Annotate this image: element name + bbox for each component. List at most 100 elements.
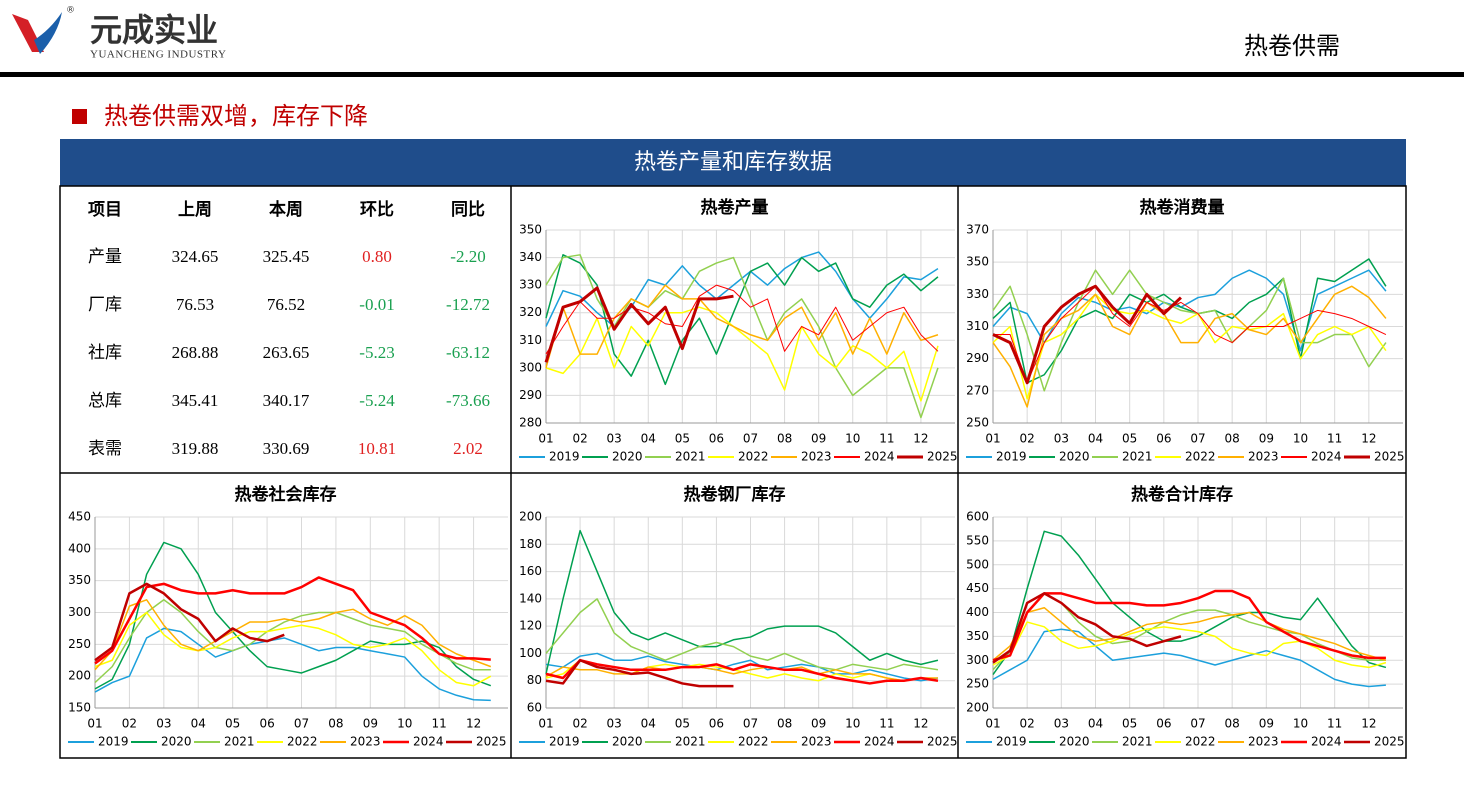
y-tick-label: 100 <box>519 646 542 660</box>
legend-label: 2020 <box>612 735 643 749</box>
x-tick-label: 12 <box>1361 432 1376 446</box>
legend-label: 2022 <box>738 735 769 749</box>
page-title: 热卷供需 <box>1244 32 1340 60</box>
y-tick-label: 250 <box>966 677 989 691</box>
y-tick-label: 270 <box>966 383 989 397</box>
x-tick-label: 07 <box>743 717 758 731</box>
x-tick-label: 11 <box>1327 432 1342 446</box>
y-tick-label: 120 <box>519 619 542 633</box>
series-line <box>992 530 1387 676</box>
table-cell: -5.24 <box>359 391 395 410</box>
y-tick-label: 500 <box>966 557 989 571</box>
table-cell: 0.80 <box>362 247 392 266</box>
x-tick-label: 09 <box>363 717 378 731</box>
x-tick-label: 06 <box>1156 717 1171 731</box>
y-tick-label: 400 <box>68 541 91 555</box>
frame <box>59 185 1407 759</box>
legend-label: 2023 <box>350 735 381 749</box>
x-tick-label: 01 <box>985 717 1000 731</box>
x-tick-label: 08 <box>777 717 792 731</box>
legend-label: 2024 <box>413 735 444 749</box>
x-tick-label: 05 <box>225 717 240 731</box>
x-tick-label: 02 <box>572 432 587 446</box>
series-line <box>992 628 1386 688</box>
legend-label: 2024 <box>1311 450 1342 464</box>
x-tick-label: 11 <box>1327 717 1342 731</box>
y-tick-label: 250 <box>68 637 91 651</box>
table-header: 环比 <box>360 199 394 219</box>
x-tick-label: 03 <box>607 432 622 446</box>
y-tick-label: 280 <box>519 416 542 430</box>
y-tick-label: 160 <box>519 564 542 578</box>
table-cell: 总库 <box>88 391 122 410</box>
table-cell: 268.88 <box>172 343 219 362</box>
bullet <box>72 109 87 124</box>
series-line <box>94 599 492 671</box>
table-header: 上周 <box>178 200 212 219</box>
legend-label: 2024 <box>1311 735 1342 749</box>
table-cell: 表需 <box>88 439 122 458</box>
table-header: 项目 <box>88 200 122 219</box>
table-cell: 产量 <box>88 247 122 266</box>
series-line <box>545 529 939 675</box>
y-tick-label: 350 <box>68 573 91 587</box>
y-tick-label: 550 <box>966 533 989 547</box>
section-heading: 热卷供需双增，库存下降 <box>104 102 368 130</box>
x-tick-label: 09 <box>811 432 826 446</box>
x-tick-label: 08 <box>328 717 343 731</box>
x-tick-label: 05 <box>675 432 690 446</box>
banner-title: 热卷产量和库存数据 <box>634 150 832 175</box>
table-cell: 324.65 <box>172 247 219 266</box>
x-tick-label: 10 <box>1293 432 1308 446</box>
legend-label: 2023 <box>1248 735 1279 749</box>
series-line <box>545 666 938 682</box>
y-tick-label: 370 <box>966 223 989 237</box>
x-tick-label: 03 <box>607 717 622 731</box>
x-tick-label: 02 <box>572 717 587 731</box>
x-tick-label: 12 <box>913 717 928 731</box>
x-tick-label: 04 <box>1088 432 1103 446</box>
legend-label: 2019 <box>996 735 1027 749</box>
x-tick-label: 10 <box>1293 717 1308 731</box>
table-cell: 76.53 <box>176 295 214 314</box>
x-tick-label: 11 <box>432 717 447 731</box>
y-tick-label: 200 <box>966 701 989 715</box>
legend-label: 2022 <box>1185 450 1216 464</box>
x-tick-label: 01 <box>985 432 1000 446</box>
brand: 元成实业 <box>90 11 218 49</box>
x-tick-label: 10 <box>845 432 860 446</box>
y-tick-label: 600 <box>966 510 989 524</box>
y-tick-label: 310 <box>966 319 989 333</box>
series-line <box>545 598 939 671</box>
y-tick-label: 80 <box>527 673 542 687</box>
legend-label: 2025 <box>1374 450 1405 464</box>
y-tick-label: 330 <box>519 278 542 292</box>
x-tick-label: 03 <box>156 717 171 731</box>
table-cell: 330.69 <box>263 439 310 458</box>
x-tick-label: 02 <box>1020 717 1035 731</box>
table-cell: 263.65 <box>263 343 310 362</box>
x-tick-label: 06 <box>709 432 724 446</box>
x-tick-label: 02 <box>122 717 137 731</box>
legend-label: 2021 <box>1122 450 1153 464</box>
x-tick-label: 10 <box>397 717 412 731</box>
series-line <box>992 621 1387 669</box>
table-cell: 76.52 <box>267 295 305 314</box>
x-tick-label: 11 <box>879 717 894 731</box>
logo <box>12 12 62 54</box>
y-tick-label: 450 <box>966 581 989 595</box>
series-line <box>544 286 734 363</box>
x-tick-label: 09 <box>1259 717 1274 731</box>
banner <box>60 139 1406 186</box>
x-tick-label: 06 <box>709 717 724 731</box>
legend-label: 2022 <box>287 735 318 749</box>
y-tick-label: 350 <box>966 255 989 269</box>
legend-label: 2021 <box>675 450 706 464</box>
header-rule <box>0 72 1464 77</box>
table-cell: 厂库 <box>88 295 122 314</box>
y-tick-label: 320 <box>519 305 542 319</box>
table-header: 同比 <box>451 199 485 219</box>
x-tick-label: 10 <box>845 717 860 731</box>
